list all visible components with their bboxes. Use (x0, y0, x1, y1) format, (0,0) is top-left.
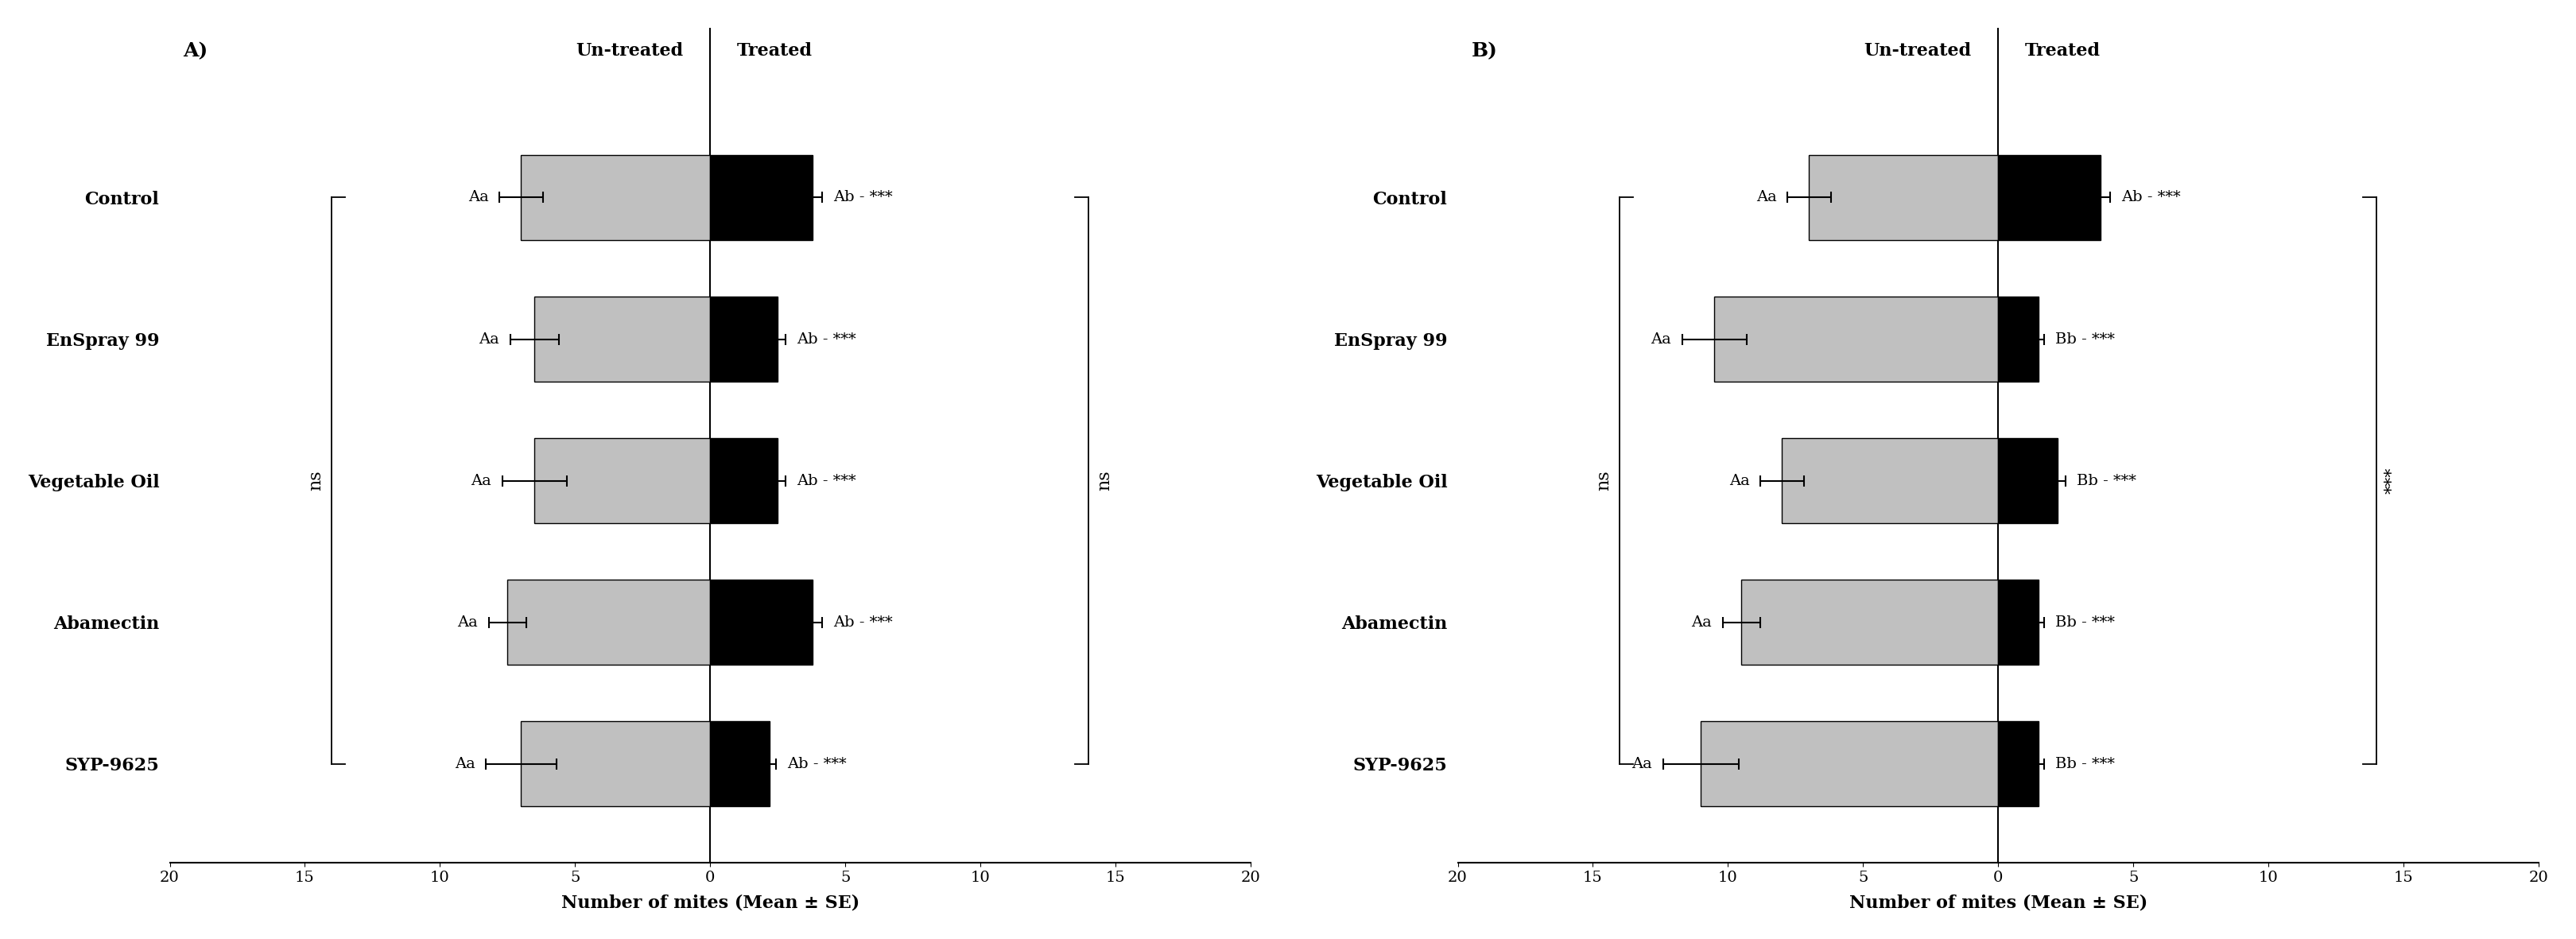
Text: Ab - ***: Ab - *** (2120, 191, 2179, 205)
Text: B): B) (1471, 41, 1497, 61)
Text: Un-treated: Un-treated (574, 41, 683, 59)
Bar (711, 297, 778, 381)
Text: Treated: Treated (737, 41, 811, 59)
Bar (711, 439, 778, 523)
Bar (711, 579, 814, 665)
Text: Un-treated: Un-treated (1862, 41, 1971, 59)
Text: Bb - ***: Bb - *** (2056, 332, 2115, 346)
Bar (536, 439, 711, 523)
Text: Aa: Aa (1728, 473, 1749, 488)
Text: Aa: Aa (1651, 332, 1672, 346)
Text: Ab - ***: Ab - *** (788, 757, 848, 771)
Bar (1716, 297, 1999, 381)
Bar (1700, 721, 1999, 807)
Bar (520, 155, 711, 240)
Bar (1999, 439, 2058, 523)
Bar (711, 155, 814, 240)
Bar (1741, 579, 1999, 665)
Bar (1783, 439, 1999, 523)
Text: Ab - ***: Ab - *** (832, 191, 891, 205)
Text: ***: *** (2383, 468, 2401, 494)
Text: Aa: Aa (453, 757, 474, 771)
Text: Bb - ***: Bb - *** (2056, 615, 2115, 629)
X-axis label: Number of mites (Mean ± SE): Number of mites (Mean ± SE) (562, 894, 860, 912)
Text: Aa: Aa (469, 191, 489, 205)
Bar (520, 721, 711, 807)
Bar (1999, 579, 2038, 665)
Text: Ab - ***: Ab - *** (832, 615, 891, 629)
Bar (1808, 155, 1999, 240)
Bar (536, 297, 711, 381)
Text: Ab - ***: Ab - *** (796, 332, 855, 346)
Text: Bb - ***: Bb - *** (2076, 473, 2136, 488)
Text: Aa: Aa (1757, 191, 1777, 205)
Text: A): A) (183, 41, 209, 61)
Text: Aa: Aa (479, 332, 500, 346)
Text: Aa: Aa (471, 473, 492, 488)
Bar (1999, 297, 2038, 381)
Bar (711, 721, 770, 807)
X-axis label: Number of mites (Mean ± SE): Number of mites (Mean ± SE) (1850, 894, 2148, 912)
Text: Treated: Treated (2025, 41, 2099, 59)
Text: Aa: Aa (1631, 757, 1651, 771)
Bar (1999, 155, 2102, 240)
Text: ns: ns (1595, 470, 1613, 491)
Text: Bb - ***: Bb - *** (2056, 757, 2115, 771)
Bar (507, 579, 711, 665)
Text: Aa: Aa (459, 615, 477, 629)
Text: Ab - ***: Ab - *** (796, 473, 855, 488)
Text: Aa: Aa (1692, 615, 1713, 629)
Bar (1999, 721, 2038, 807)
Text: ns: ns (1095, 470, 1113, 491)
Text: ns: ns (307, 470, 325, 491)
